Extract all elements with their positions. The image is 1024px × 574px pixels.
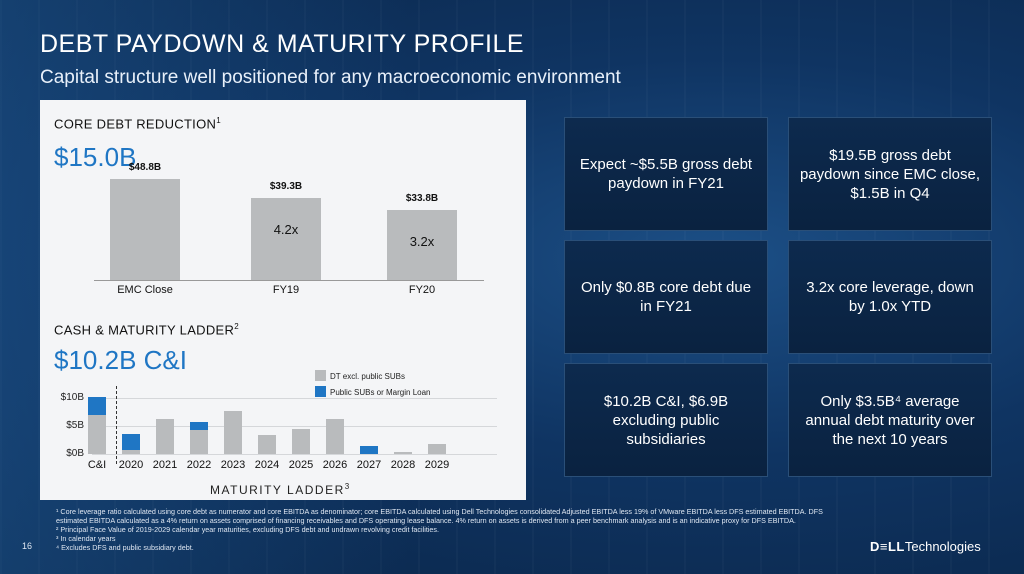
- leverage-label: 3.2x: [409, 233, 435, 249]
- ladder-bar-dt: [122, 450, 140, 454]
- ladder-bar-public-subs: [122, 434, 140, 451]
- footnote-1: ¹ Core leverage ratio calculated using c…: [56, 507, 823, 525]
- x-tick-label: 2020: [118, 459, 144, 471]
- ladder-title: CASH & MATURITY LADDER2: [54, 322, 239, 338]
- highlight-box-1: Expect ~$5.5B gross debt paydown in FY21: [564, 117, 768, 231]
- slide-subtitle: Capital structure well positioned for an…: [40, 67, 621, 88]
- highlight-box-3: Only $0.8B core debt due in FY21: [564, 240, 768, 354]
- slide-title: DEBT PAYDOWN & MATURITY PROFILE: [40, 30, 525, 58]
- legend-label-public-subs: Public SUBs or Margin Loan: [330, 388, 431, 397]
- y-tick-label: $10B: [60, 392, 84, 403]
- bar-value-label: $48.8B: [128, 161, 162, 173]
- bar-value-label: $39.3B: [269, 181, 303, 193]
- legend-swatch-public-subs: [315, 386, 326, 397]
- core-debt-title: CORE DEBT REDUCTION1: [54, 116, 221, 132]
- footnotes: ¹ Core leverage ratio calculated using c…: [56, 507, 856, 553]
- ladder-bar-dt: [190, 430, 208, 454]
- x-tick-label: 2023: [220, 459, 246, 471]
- highlight-box-2: $19.5B gross debt paydown since EMC clos…: [788, 117, 992, 231]
- legend-label-dt: DT excl. public SUBs: [330, 372, 405, 381]
- x-tick-label: 2027: [356, 459, 382, 471]
- ladder-bar-dt: [156, 419, 174, 454]
- highlight-box-4: 3.2x core leverage, down by 1.0x YTD: [788, 240, 992, 354]
- x-tick-label: 2025: [288, 459, 314, 471]
- x-tick-label: 2024: [254, 459, 280, 471]
- gridline: [92, 398, 497, 399]
- ladder-bar-dt: [88, 415, 106, 454]
- y-tick-label: $5B: [66, 420, 84, 431]
- ladder-headline: $10.2B C&I: [54, 345, 187, 375]
- footnote-2: ² Principal Face Value of 2019-2029 cale…: [56, 524, 440, 534]
- leverage-label: 4.2x: [273, 222, 299, 238]
- chart-panel: CORE DEBT REDUCTION1 $15.0B $48.8B EMC Cl…: [40, 100, 526, 500]
- ladder-bar-dt: [428, 443, 446, 454]
- core-debt-headline: $15.0B: [54, 142, 137, 172]
- footnote-3: ³ In calendar years: [56, 533, 116, 543]
- ladder-bar-dt: [224, 410, 242, 454]
- highlight-box-6: Only $3.5B⁴ average annual debt maturity…: [788, 363, 992, 477]
- ladder-x-title: MATURITY LADDER3: [210, 482, 351, 497]
- core-debt-bar: [110, 178, 180, 280]
- ladder-bar-public-subs: [88, 396, 106, 416]
- x-tick-label: C&I: [87, 459, 107, 471]
- page-number: 16: [22, 541, 33, 551]
- x-tick-label: 2028: [390, 459, 416, 471]
- core-debt-bar: [387, 209, 457, 280]
- x-tick-label: EMC Close: [117, 284, 173, 296]
- x-tick-label: 2029: [424, 459, 450, 471]
- y-tick-label: $0B: [66, 448, 84, 459]
- highlight-box-5: $10.2B C&I, $6.9B excluding public subsi…: [564, 363, 768, 477]
- dell-logo: D≡LLTechnologies: [870, 539, 981, 554]
- x-tick-label: FY19: [272, 284, 300, 296]
- ladder-bar-dt: [326, 419, 344, 454]
- ladder-bar-dt: [394, 452, 412, 454]
- ladder-bar-public-subs: [360, 446, 378, 454]
- gridline: [92, 426, 497, 427]
- x-tick-label: 2022: [186, 459, 212, 471]
- gridline: [92, 454, 497, 455]
- core-debt-bar: [251, 198, 321, 280]
- ci-divider: [116, 386, 117, 464]
- x-tick-label: FY20: [408, 284, 436, 296]
- legend-swatch-dt: [315, 370, 326, 381]
- bar-value-label: $33.8B: [405, 192, 439, 204]
- footnote-4: ⁴ Excludes DFS and public subsidiary deb…: [56, 542, 194, 552]
- ladder-bar-dt: [292, 428, 310, 454]
- ladder-bar-dt: [258, 434, 276, 454]
- x-tick-label: 2021: [152, 459, 178, 471]
- x-axis: [94, 280, 484, 281]
- x-tick-label: 2026: [322, 459, 348, 471]
- ladder-bar-public-subs: [190, 421, 208, 431]
